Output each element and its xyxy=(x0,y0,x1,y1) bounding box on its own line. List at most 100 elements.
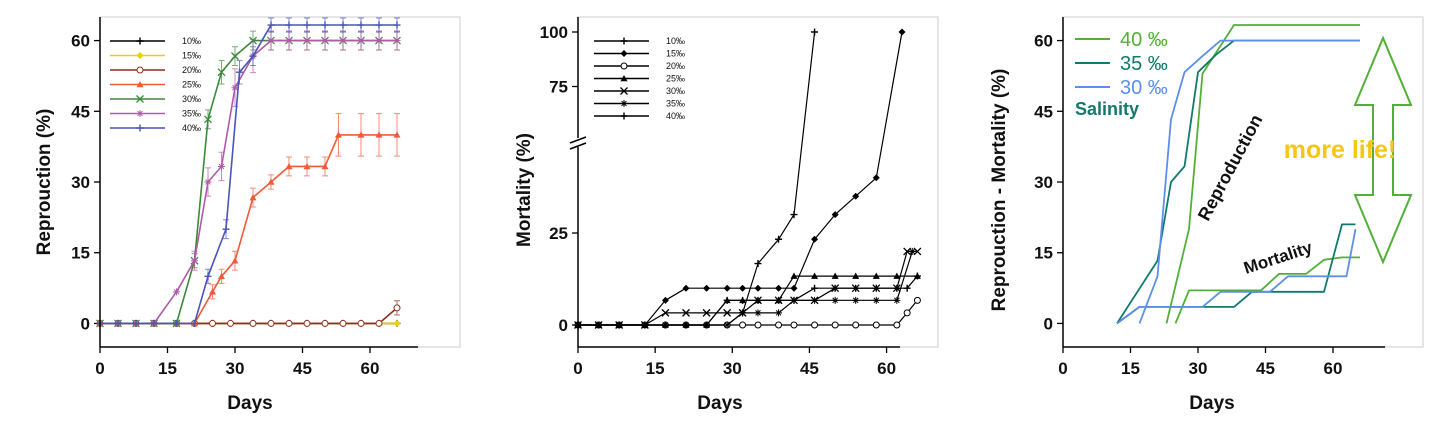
data-point xyxy=(739,284,747,292)
series-line xyxy=(578,31,816,326)
series-2 xyxy=(1138,39,1360,324)
data-point xyxy=(811,321,819,329)
data-point xyxy=(231,84,239,92)
data-point xyxy=(754,260,762,268)
y-tick-label: 25 xyxy=(549,224,568,243)
data-point xyxy=(811,28,819,36)
data-point xyxy=(217,68,226,77)
data-point xyxy=(393,37,401,45)
series-1 xyxy=(574,28,906,329)
data-point xyxy=(702,308,711,317)
x-tick-label: 60 xyxy=(361,359,380,378)
data-point xyxy=(682,308,690,317)
legend-marker xyxy=(136,37,144,45)
data-point xyxy=(114,319,122,327)
data-point xyxy=(754,284,762,292)
data-point xyxy=(357,131,365,138)
data-point xyxy=(218,272,225,280)
x-tick-label: 0 xyxy=(95,359,104,378)
y-ticks: 0 15 30 45 60 0 25 75 100 xyxy=(540,23,896,378)
y-tick-label: 0 xyxy=(1044,314,1053,333)
data-point xyxy=(893,272,901,279)
series-line xyxy=(100,307,398,325)
data-point xyxy=(903,309,911,317)
data-point xyxy=(723,321,731,329)
data-point xyxy=(615,321,623,329)
legend-label: 15‰ xyxy=(182,51,201,61)
data-point xyxy=(339,37,347,45)
series-line xyxy=(100,39,397,325)
data-point xyxy=(872,272,880,279)
data-point xyxy=(285,162,293,170)
data-point xyxy=(790,296,798,304)
data-point xyxy=(321,162,329,170)
y-axis-title: Reprouction (%) xyxy=(34,109,55,256)
data-point xyxy=(236,68,243,76)
legend-marker xyxy=(136,52,144,59)
data-point xyxy=(811,284,819,292)
y-tick-label: 100 xyxy=(540,23,568,42)
x-axis-title: Days xyxy=(227,393,272,414)
legend-label-40: 40 ‰ xyxy=(1120,29,1168,51)
legend-label: 25‰ xyxy=(666,74,685,84)
data-point xyxy=(595,321,603,329)
data-point xyxy=(775,321,783,329)
series-group xyxy=(1116,24,1360,325)
series-3 xyxy=(96,113,401,327)
series-line xyxy=(1138,39,1360,324)
double-arrow-icon xyxy=(1353,35,1413,265)
data-point xyxy=(285,37,293,45)
data-point xyxy=(357,37,365,45)
data-point xyxy=(913,296,921,304)
data-point xyxy=(357,319,365,327)
data-point xyxy=(703,321,711,329)
data-point xyxy=(150,319,158,327)
data-point xyxy=(852,192,860,200)
data-point xyxy=(173,319,180,327)
data-point xyxy=(852,272,860,279)
data-point xyxy=(249,52,257,60)
data-point xyxy=(321,21,329,29)
data-point xyxy=(375,21,383,29)
data-point xyxy=(831,211,839,219)
data-point xyxy=(204,272,212,280)
data-point xyxy=(303,37,311,45)
data-point xyxy=(852,296,860,304)
legend-label: 10‰ xyxy=(666,36,685,46)
legend-label-30: 30 ‰ xyxy=(1120,77,1168,99)
series-line xyxy=(1116,228,1357,325)
data-point xyxy=(267,319,275,327)
y-tick-label: 45 xyxy=(71,102,90,121)
legend-label: 25‰ xyxy=(182,80,201,90)
data-point xyxy=(913,247,922,256)
data-point xyxy=(641,321,649,329)
data-point xyxy=(267,178,275,185)
y-tick-label: 0 xyxy=(81,314,90,333)
data-point xyxy=(321,319,329,327)
data-point xyxy=(249,194,257,201)
data-point xyxy=(872,321,880,329)
y-axis-title: Reprouction - Mortality (%) xyxy=(989,69,1010,312)
data-point xyxy=(339,21,347,29)
data-point xyxy=(739,309,747,317)
data-point xyxy=(903,284,911,292)
x-tick-label: 15 xyxy=(646,359,665,378)
data-point xyxy=(303,162,311,170)
data-point xyxy=(775,309,783,317)
data-point xyxy=(375,131,383,138)
data-point xyxy=(209,288,216,295)
data-point xyxy=(790,211,798,219)
data-point xyxy=(754,321,762,329)
series-4 xyxy=(1116,223,1356,325)
data-point xyxy=(852,321,860,329)
data-point xyxy=(723,308,732,317)
data-point xyxy=(335,131,342,138)
data-point xyxy=(204,115,212,124)
series-line xyxy=(1116,223,1356,325)
data-point xyxy=(191,319,198,327)
data-point xyxy=(775,235,783,243)
legend-label: 30‰ xyxy=(182,94,201,104)
data-point xyxy=(723,296,731,304)
y-tick-label: 15 xyxy=(71,244,90,263)
